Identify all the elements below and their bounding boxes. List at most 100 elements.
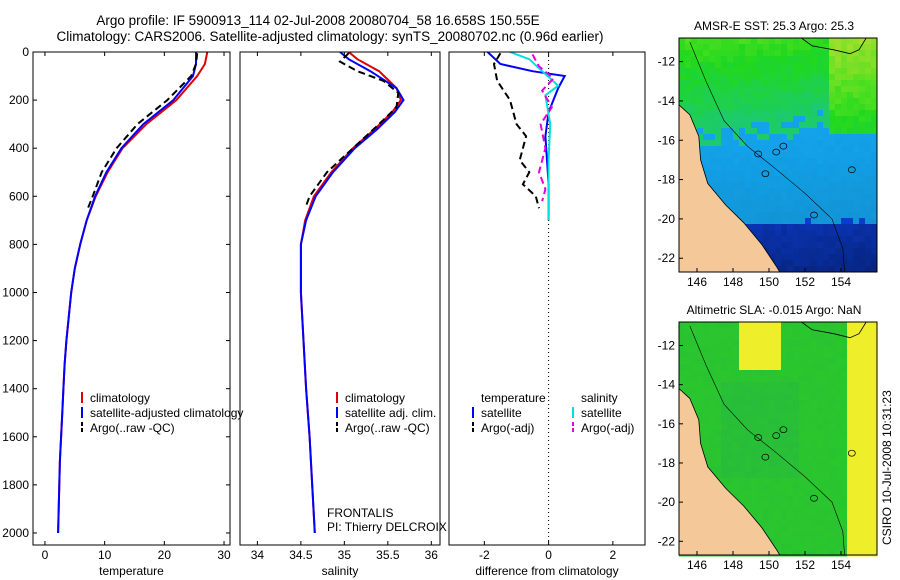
map-cell — [709, 158, 716, 165]
map-cell — [871, 170, 878, 177]
map-cell — [727, 146, 734, 153]
map-cell — [847, 406, 854, 413]
map-cell — [721, 194, 728, 201]
map-cell — [817, 122, 824, 129]
map-cell — [835, 340, 842, 347]
map-cell — [781, 472, 788, 479]
map-cell — [727, 364, 734, 371]
map-cell — [793, 412, 800, 419]
map-cell — [865, 394, 872, 401]
map-cell — [805, 254, 812, 261]
map-cell — [799, 472, 806, 479]
map-cell — [841, 98, 848, 105]
map-cell — [715, 80, 722, 87]
map-cell — [811, 182, 818, 189]
map-cell — [733, 334, 740, 341]
map-cell — [853, 532, 860, 539]
map-cell — [853, 170, 860, 177]
map-cell — [805, 38, 812, 45]
series-line-3 — [304, 52, 400, 209]
map-cell — [709, 436, 716, 443]
map-cell — [739, 122, 746, 129]
map-cell — [763, 98, 770, 105]
map-cell — [733, 472, 740, 479]
map-cell — [685, 352, 692, 359]
map-cell — [847, 170, 854, 177]
map-cell — [805, 200, 812, 207]
map-cell — [817, 50, 824, 57]
map-cell — [805, 364, 812, 371]
map-cell — [835, 430, 842, 437]
map-cell — [865, 364, 872, 371]
map-cell — [859, 514, 866, 521]
map-cell — [787, 56, 794, 63]
map-cell — [787, 418, 794, 425]
map-cell — [769, 92, 776, 99]
map-cell — [739, 334, 746, 341]
map-cell — [745, 50, 752, 57]
map-cell — [811, 460, 818, 467]
map-cell — [847, 56, 854, 63]
map-cell — [727, 382, 734, 389]
map-cell — [757, 454, 764, 461]
map-cell — [739, 484, 746, 491]
map-cell — [835, 218, 842, 225]
map-cell — [823, 478, 830, 485]
map-cell — [745, 358, 752, 365]
map-cell — [811, 188, 818, 195]
map-cell — [853, 248, 860, 255]
map-cell — [763, 502, 770, 509]
map-cell — [811, 484, 818, 491]
map-cell — [745, 38, 752, 45]
map-cell — [871, 92, 878, 99]
map-cell — [859, 412, 866, 419]
map-cell — [757, 134, 764, 141]
map-cell — [787, 442, 794, 449]
map-cell — [727, 56, 734, 63]
map-cell — [811, 110, 818, 117]
map-cell — [853, 98, 860, 105]
map-cell — [745, 466, 752, 473]
map-cell — [793, 212, 800, 219]
map-cell — [781, 448, 788, 455]
map-cell — [715, 68, 722, 75]
map-cell — [733, 376, 740, 383]
map-cell — [811, 532, 818, 539]
map-cell — [751, 358, 758, 365]
map-cell — [763, 340, 770, 347]
map-cell — [811, 514, 818, 521]
map-cell — [871, 352, 878, 359]
map-cell — [835, 532, 842, 539]
map-cell — [865, 122, 872, 129]
map-cell — [715, 322, 722, 329]
map-cell — [715, 128, 722, 135]
map-cell — [829, 152, 836, 159]
map-cell — [739, 116, 746, 123]
map-cell — [871, 532, 878, 539]
map-cell — [841, 472, 848, 479]
map-cell — [859, 406, 866, 413]
map-cell — [829, 508, 836, 515]
map-cell — [733, 352, 740, 359]
map-cell — [781, 502, 788, 509]
map-cell — [805, 394, 812, 401]
map-cell — [817, 92, 824, 99]
map-cell — [793, 334, 800, 341]
map-cell — [727, 478, 734, 485]
map-cell — [835, 188, 842, 195]
map-cell — [685, 56, 692, 63]
map-cell — [703, 346, 710, 353]
map-cell — [865, 334, 872, 341]
map-cell — [787, 352, 794, 359]
map-cell — [685, 340, 692, 347]
map-cell — [799, 242, 806, 249]
map-cell — [823, 80, 830, 87]
map-cell — [715, 334, 722, 341]
map-cell — [805, 490, 812, 497]
map-cell — [865, 266, 872, 273]
map-cell — [817, 340, 824, 347]
map-cell — [853, 116, 860, 123]
map-cell — [871, 430, 878, 437]
map-cell — [841, 346, 848, 353]
map-cell — [703, 140, 710, 147]
